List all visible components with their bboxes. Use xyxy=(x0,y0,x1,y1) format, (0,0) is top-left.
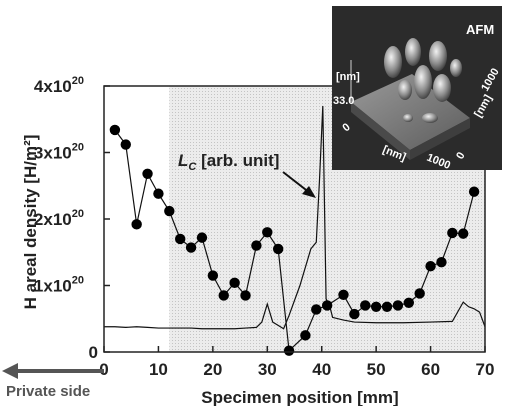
lc-annotation-main: L xyxy=(178,151,188,170)
h-density-point xyxy=(262,227,273,238)
h-density-point xyxy=(229,277,240,289)
h-density-point xyxy=(109,124,121,136)
x-tick-label: 20 xyxy=(203,360,222,379)
h-density-point xyxy=(370,301,382,312)
h-density-point xyxy=(360,300,371,311)
h-density-point xyxy=(381,301,393,312)
afm-z-value: 33.0 xyxy=(333,95,354,107)
h-density-point xyxy=(392,300,404,311)
h-density-point xyxy=(300,330,311,341)
h-density-point xyxy=(218,290,229,301)
x-tick-label: 40 xyxy=(312,360,331,379)
h-density-point xyxy=(153,188,164,199)
h-density-point xyxy=(436,257,447,268)
y-tick-label: 0 xyxy=(89,343,98,362)
y-axis-label: H areal density [H/m²] xyxy=(21,135,40,310)
lc-annotation-sub: C xyxy=(188,161,197,173)
lc-annotation-arrow xyxy=(282,171,316,198)
h-density-point xyxy=(447,227,458,239)
h-density-point xyxy=(311,304,322,315)
y-tick-label: 2x1020 xyxy=(34,208,84,229)
h-density-point xyxy=(120,139,131,150)
h-density-point xyxy=(131,219,142,230)
lc-annotation: LC [arb. unit] xyxy=(178,151,279,173)
x-tick-label: 30 xyxy=(258,360,277,379)
h-density-point xyxy=(142,168,153,179)
h-density-point xyxy=(175,233,186,245)
private-side-label: Private side xyxy=(6,383,90,400)
afm-bumps xyxy=(384,38,462,123)
afm-inset: AFM [nm] 33.0 0 [nm] 1000 0 [nm] 1000 xyxy=(332,6,502,172)
h-density-point xyxy=(164,205,175,217)
h-density-point xyxy=(468,186,480,197)
afm-title: AFM xyxy=(466,22,494,37)
private-side-arrow xyxy=(2,363,104,379)
y-tick-label: 4x1020 xyxy=(34,75,84,96)
x-tick-label: 50 xyxy=(367,360,386,379)
x-tick-label: 70 xyxy=(476,360,495,379)
h-density-point xyxy=(240,290,251,301)
afm-z-unit: [nm] xyxy=(336,71,360,83)
h-density-point xyxy=(283,345,295,356)
x-tick-label: 60 xyxy=(421,360,440,379)
h-density-point xyxy=(251,240,262,251)
h-density-point xyxy=(338,289,349,301)
lc-annotation-rest: [arb. unit] xyxy=(196,151,279,170)
y-tick-label: 3x1020 xyxy=(34,142,84,163)
afm-y-zero: 0 xyxy=(454,150,467,161)
h-density-point xyxy=(349,308,360,320)
h-density-point xyxy=(425,261,436,272)
x-axis-label: Specimen position [mm] xyxy=(201,388,398,406)
x-tick-label: 10 xyxy=(149,360,168,379)
h-density-point xyxy=(272,243,284,255)
y-tick-label: 1x1020 xyxy=(34,275,84,296)
h-density-point xyxy=(207,270,219,281)
h-density-point xyxy=(185,242,197,253)
h-density-point xyxy=(458,228,469,239)
axis-ticks: 0 10 20 30 40 50 60 70 0 1x1020 2x1020 3x1020 4x1020 xyxy=(34,75,495,379)
h-density-point xyxy=(196,232,208,243)
h-density-point xyxy=(403,297,414,308)
h-density-point xyxy=(414,288,425,299)
afm-surface xyxy=(351,74,470,150)
h-density-series xyxy=(109,124,480,356)
h-density-point xyxy=(321,300,333,311)
